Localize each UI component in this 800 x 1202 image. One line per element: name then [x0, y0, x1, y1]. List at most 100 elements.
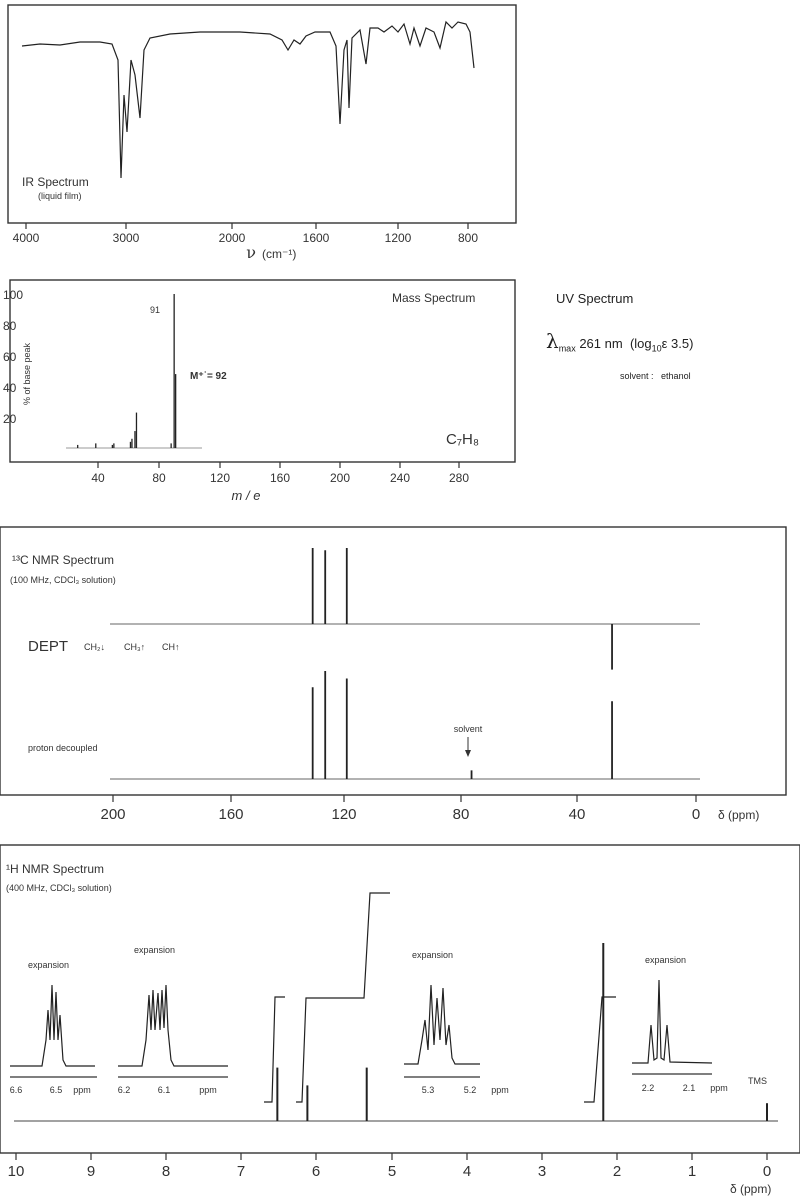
expansion-label: expansion [645, 955, 686, 965]
h1-tick-label: 10 [8, 1163, 25, 1180]
solvent-arrow-head [465, 750, 471, 757]
h1-tick-label: 5 [388, 1163, 396, 1180]
c13-tick-label: 120 [331, 806, 356, 823]
ms-peaks [77, 294, 177, 448]
dept-legend-ch: CH↑ [162, 642, 180, 652]
expansion-3-trace [404, 984, 480, 1065]
dept-label: DEPT [28, 638, 68, 655]
ms-y-axis: 100 80 60 40 20 [3, 288, 23, 426]
uv-lambda-sub: max [558, 343, 576, 354]
h1-tick-label: 3 [538, 1163, 546, 1180]
expansion-unit: ppm [199, 1085, 217, 1095]
ms-xtick-label: 120 [210, 471, 230, 485]
ms-xtick-label: 240 [390, 471, 410, 485]
c13-solvent-arrow [465, 737, 471, 757]
dept-legend-ch2: CH₂↓ [84, 642, 105, 652]
uv-solvent-label: solvent : [620, 371, 654, 381]
h1-expansion-1: expansion 6.6 6.5 ppm [10, 960, 97, 1095]
expansion-label: expansion [134, 945, 175, 955]
expansion-tick: 6.2 [118, 1085, 131, 1095]
ms-ytick-label: 40 [3, 381, 17, 395]
ir-tick-label: 1200 [385, 231, 412, 245]
c13-solvent-label: solvent [454, 724, 483, 734]
ir-x-axis: 4000 3000 2000 1600 1200 800 ν (cm⁻¹) [13, 223, 478, 262]
h1-tick-label: 6 [312, 1163, 320, 1180]
expansion-4-trace [632, 979, 713, 1064]
c13-axis-unit: δ (ppm) [718, 808, 759, 822]
decoupled-peaks [311, 671, 613, 779]
uv-lambda-line: λmax 261 nm (log10ε 3.5) [546, 329, 693, 354]
c13-title: ¹³C NMR Spectrum [12, 553, 114, 567]
ms-formula: C₇H₈ [446, 431, 479, 448]
c13-panel: ¹³C NMR Spectrum (100 MHz, CDCl₃ solutio… [0, 526, 787, 823]
uv-lambda-symbol: λ [546, 329, 559, 353]
h1-peaks [276, 943, 768, 1121]
ms-xtick-label: 160 [270, 471, 290, 485]
expansion-2-trace [118, 984, 228, 1067]
ms-xtick-label: 280 [449, 471, 469, 485]
h1-x-axis: 10 9 8 7 6 5 4 3 2 1 0 δ (ppm) [8, 1153, 771, 1196]
ms-xtick-label: 200 [330, 471, 350, 485]
h1-tick-label: 7 [237, 1163, 245, 1180]
h1-tick-label: 2 [613, 1163, 621, 1180]
ir-subtitle: (liquid film) [38, 191, 82, 201]
c13-tick-label: 40 [569, 806, 586, 823]
dept-peaks [311, 548, 613, 670]
ms-xtick-label: 40 [91, 471, 105, 485]
h1-axis-unit: δ (ppm) [730, 1182, 771, 1196]
ir-tick-label: 4000 [13, 231, 40, 245]
expansion-tick: 5.2 [464, 1085, 477, 1095]
c13-tick-label: 0 [692, 806, 700, 823]
ms-x-axis: 40 80 120 160 200 240 280 m / e [91, 462, 469, 503]
expansion-unit: ppm [73, 1085, 91, 1095]
ms-ylabel: % of base peak [22, 342, 32, 405]
uv-log-sub: 10 [651, 343, 662, 354]
ir-tick-label: 800 [458, 231, 478, 245]
ms-panel: Mass Spectrum % of base peak 100 80 60 4… [3, 279, 516, 503]
expansion-1-trace [10, 984, 95, 1067]
ir-tick-label: 2000 [219, 231, 246, 245]
h1-panel: ¹H NMR Spectrum (400 MHz, CDCl₃ solution… [0, 844, 800, 1196]
c13-subtitle: (100 MHz, CDCl₃ solution) [10, 575, 116, 585]
dept-legend-ch3: CH₃↑ [124, 642, 145, 652]
expansion-tick: 2.1 [683, 1083, 696, 1093]
ms-base-peak-label: 91 [150, 305, 160, 315]
h1-tick-label: 1 [688, 1163, 696, 1180]
expansion-label: expansion [412, 950, 453, 960]
h1-tick-label: 9 [87, 1163, 95, 1180]
expansion-tick: 2.2 [642, 1083, 655, 1093]
uv-title: UV Spectrum [556, 291, 634, 306]
ir-tick-label: 1600 [303, 231, 330, 245]
h1-tms-label: TMS [748, 1076, 767, 1086]
expansion-label: expansion [28, 960, 69, 970]
expansion-tick: 5.3 [422, 1085, 435, 1095]
decoupled-label: proton decoupled [28, 743, 98, 753]
ms-ytick-label: 60 [3, 350, 17, 364]
h1-frame [0, 844, 800, 1154]
h1-expansion-3: expansion 5.3 5.2 ppm [404, 950, 509, 1095]
ms-title: Mass Spectrum [392, 291, 475, 305]
ms-xtick-label: 80 [152, 471, 166, 485]
ir-panel: IR Spectrum (liquid film) 4000 3000 2000… [7, 4, 517, 262]
expansion-unit: ppm [710, 1083, 728, 1093]
h1-subtitle: (400 MHz, CDCl₃ solution) [6, 883, 112, 893]
uv-log: (log [629, 336, 652, 351]
ms-ytick-label: 100 [3, 288, 23, 302]
ms-xlabel: m / e [232, 488, 261, 503]
ir-axis-unit: (cm⁻¹) [262, 247, 296, 261]
uv-solvent: solvent : ethanol [620, 371, 691, 381]
expansion-tick: 6.5 [50, 1085, 63, 1095]
h1-title: ¹H NMR Spectrum [6, 862, 104, 876]
expansion-unit: ppm [491, 1085, 509, 1095]
ir-frame [7, 4, 517, 224]
ms-molecular-ion-label: M⁺˙= 92 [190, 371, 227, 382]
h1-integral-trace [264, 892, 616, 1103]
uv-epsilon: ε 3.5) [661, 336, 694, 351]
c13-tick-label: 200 [100, 806, 125, 823]
expansion-tick: 6.1 [158, 1085, 171, 1095]
expansion-tick: 6.6 [10, 1085, 23, 1095]
ms-frame [9, 279, 516, 463]
h1-tick-label: 8 [162, 1163, 170, 1180]
ms-ytick-label: 80 [3, 319, 17, 333]
